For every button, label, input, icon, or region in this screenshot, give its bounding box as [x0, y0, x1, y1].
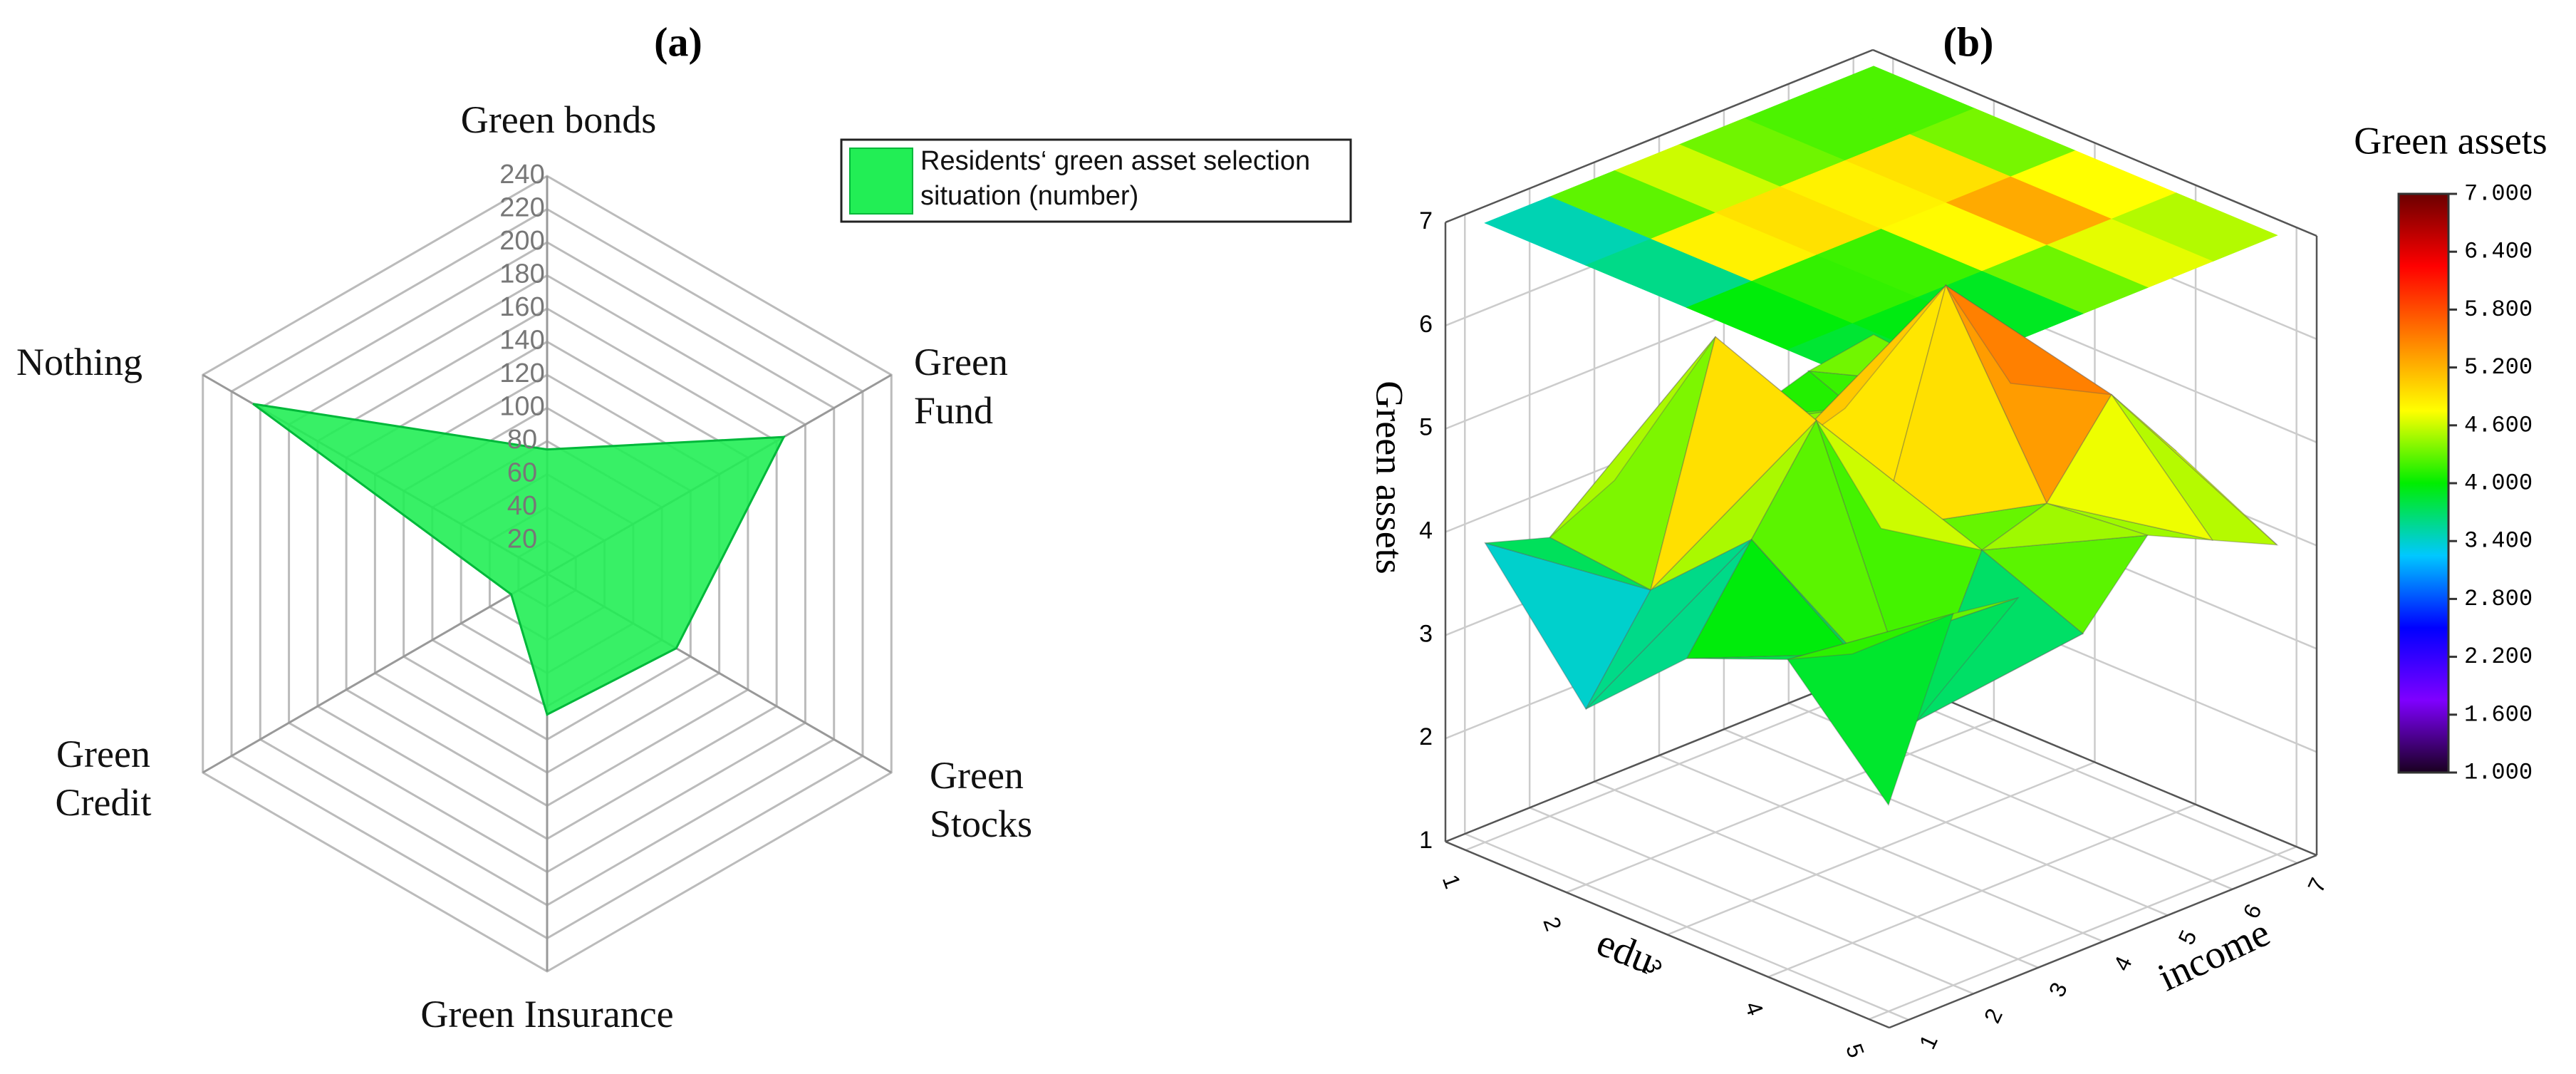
grid-line [1529, 807, 1974, 995]
colorbar [2397, 192, 2450, 774]
colorbar-title: Green assets [2354, 119, 2547, 162]
radar-area [252, 403, 786, 716]
legend-label: Residents‘ green asset selection situati… [920, 146, 1311, 212]
r-tick-label: 20 [507, 525, 537, 554]
r-tick-label: 200 [499, 226, 544, 256]
surface-face [1880, 284, 2048, 530]
colorbar-tick-label: 2.800 [2464, 586, 2533, 612]
surface-face [1980, 502, 2148, 551]
legend-box [840, 138, 1352, 223]
axis-line [1445, 668, 1874, 843]
grid-line [1723, 728, 2169, 916]
category-label: Nothing [16, 341, 143, 383]
z-tick-label: 5 [1419, 414, 1433, 441]
surface-face [1815, 420, 1983, 551]
z-tick-label: 7 [1419, 207, 1433, 234]
x-tick-label: 5 [1841, 1041, 1869, 1061]
category-label: Green Insurance [420, 993, 674, 1036]
r-tick-label: 220 [499, 193, 544, 223]
colorbar-tick-label: 4.000 [2464, 470, 2533, 496]
grid-line [1464, 832, 1909, 1021]
panel-label: (a) [654, 19, 702, 65]
colorbar-tick-label: 1.000 [2464, 759, 2533, 785]
r-tick-label: 100 [499, 392, 544, 422]
category-label: Green Fund [914, 341, 1008, 432]
legend-swatch [849, 148, 913, 215]
surface-face [1585, 539, 1752, 710]
r-tick-label: 240 [499, 160, 544, 190]
colorbar-tick-label: 5.200 [2464, 354, 2533, 381]
panel-label: (b) [1943, 19, 1994, 65]
x-tick-label: 1 [1438, 871, 1466, 892]
y-tick-label: 7 [2302, 874, 2331, 896]
r-tick-label: 80 [507, 425, 537, 455]
y-tick-label: 1 [1914, 1031, 1943, 1053]
grid-line [1594, 780, 2039, 969]
y-axis-title: income [2151, 910, 2277, 1000]
y-tick-label: 4 [2109, 952, 2137, 974]
r-tick-label: 180 [499, 259, 544, 289]
z-tick-label: 2 [1419, 723, 1433, 750]
colorbar-tick-label: 3.400 [2464, 528, 2533, 554]
colorbar-tick-label: 4.600 [2464, 412, 2533, 438]
surface-face [1549, 336, 1716, 538]
surface-face [2111, 394, 2278, 546]
spoke [202, 572, 548, 774]
colorbar-tick-label: 2.200 [2464, 644, 2533, 670]
category-label: Green Stocks [930, 754, 1033, 845]
category-label: Green Credit [55, 733, 152, 824]
y-tick-label: 2 [1979, 1005, 2008, 1027]
colorbar-tick-label: 1.600 [2464, 701, 2533, 728]
surface-face [1649, 336, 1817, 592]
surface-face [2045, 393, 2214, 542]
z-tick-label: 3 [1419, 620, 1433, 647]
axis-line [1889, 854, 2317, 1029]
axis-line [1445, 48, 1874, 224]
y-tick-label: 3 [2044, 979, 2072, 1001]
category-label: Green bonds [460, 98, 657, 141]
r-tick-label: 120 [499, 358, 544, 388]
colorbar-tick-label: 7.000 [2464, 180, 2533, 207]
x-tick-label: 2 [1538, 914, 1567, 934]
surface-face [1485, 537, 1651, 591]
z-tick-label: 4 [1419, 517, 1433, 544]
x-tick-label: 4 [1740, 998, 1769, 1018]
z-tick-label: 6 [1419, 311, 1433, 338]
axis-line [1445, 840, 1890, 1029]
colorbar-tick-label: 5.800 [2464, 296, 2533, 323]
z-tick-label: 1 [1419, 827, 1433, 854]
grid-line [1658, 754, 2104, 943]
axis-line [1872, 48, 2317, 237]
surface-face [1787, 613, 1954, 661]
surface-face [1686, 538, 1854, 659]
r-tick-label: 40 [507, 491, 537, 521]
surface-face [1945, 285, 2112, 396]
r-tick-label: 140 [499, 326, 544, 356]
r-tick-label: 160 [499, 292, 544, 322]
colorbar-tick-label: 6.400 [2464, 239, 2533, 265]
z-axis-title: Green assets [1368, 381, 1411, 574]
r-tick-label: 60 [507, 458, 537, 488]
